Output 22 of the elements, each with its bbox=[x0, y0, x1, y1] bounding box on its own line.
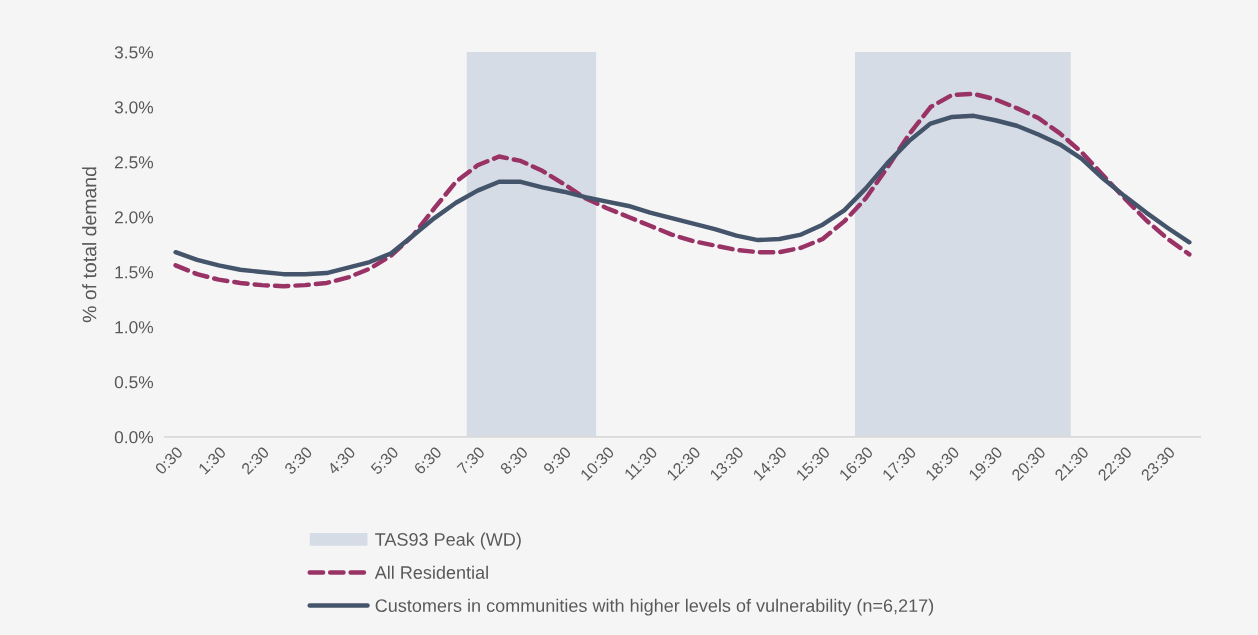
x-tick-label: 7:30 bbox=[456, 445, 486, 475]
x-tick-label: 6:30 bbox=[413, 445, 443, 475]
y-axis-title: % of total demand bbox=[82, 167, 97, 323]
line-series bbox=[173, 91, 1192, 289]
y-tick-label: 1.0% bbox=[115, 321, 154, 334]
x-tick-label: 0:30 bbox=[154, 445, 184, 476]
x-tick-label: 5:30 bbox=[370, 445, 400, 476]
y-tick-label: 1.5% bbox=[115, 266, 154, 279]
legend-label: All Residential bbox=[374, 565, 488, 579]
x-tick-label: 9:30 bbox=[542, 445, 572, 475]
x-tick-label: 3:30 bbox=[283, 445, 313, 476]
y-tick-label: 0.0% bbox=[114, 431, 154, 444]
x-tick-label: 8:30 bbox=[499, 445, 529, 475]
line-series bbox=[173, 113, 1192, 277]
legend-label: TAS93 Peak (WD) bbox=[375, 532, 521, 550]
legend-label: Customers in communities with higher levels of vulnerability (n=6,217) bbox=[375, 598, 934, 616]
y-tick-label: 0.5% bbox=[114, 376, 154, 389]
y-tick-label: 2.0% bbox=[114, 211, 154, 224]
y-tick-label: 2.5% bbox=[114, 156, 154, 169]
y-tick-label: 3.5% bbox=[114, 46, 154, 59]
x-tick-label: 4:30 bbox=[326, 445, 356, 476]
y-tick-label: 3.0% bbox=[114, 101, 154, 114]
